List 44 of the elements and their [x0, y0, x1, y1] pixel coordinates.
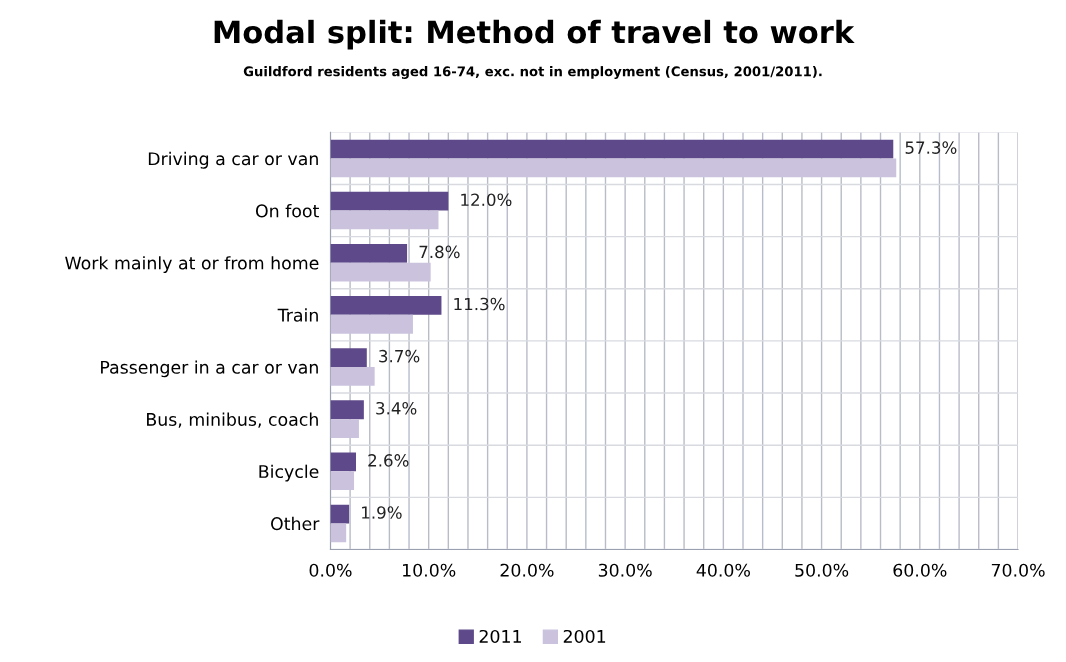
y-tick-label: Bicycle: [259, 464, 319, 482]
bar: [330, 314, 413, 334]
bar: [330, 348, 367, 367]
bar: [330, 296, 442, 315]
bar: [330, 504, 350, 524]
chart-subtitle: Guildford residents aged 16-74, exc. not in employment (Census, 2001/2011).: [243, 66, 822, 79]
data-label: 12.0%: [461, 193, 512, 207]
x-tick-label: 60.0%: [893, 563, 947, 577]
y-tick-label: Bus, minibus, coach: [147, 412, 318, 428]
y-tick-label: Other: [271, 516, 320, 531]
bar: [330, 243, 408, 263]
bar: [330, 367, 375, 386]
data-label: 7.8%: [419, 245, 460, 259]
x-tick-label: 0.0%: [309, 563, 352, 577]
bar: [330, 471, 355, 491]
bar: [330, 419, 359, 438]
legend-label: 2011: [479, 629, 521, 644]
bar: [330, 191, 449, 211]
x-tick-label: 30.0%: [598, 563, 652, 577]
bar: [330, 400, 364, 420]
data-label: 57.3%: [905, 141, 957, 154]
data-label: 2.6%: [368, 454, 409, 467]
y-tick-label: Passenger in a car or van: [101, 360, 318, 378]
bar: [330, 158, 897, 178]
x-tick-label: 50.0%: [795, 563, 849, 577]
data-label: 3.7%: [379, 349, 420, 363]
bar: [330, 139, 894, 159]
x-tick-label: 70.0%: [991, 563, 1045, 577]
legend-label: 2001: [563, 629, 606, 644]
data-label: 11.3%: [454, 297, 505, 311]
bar: [330, 523, 347, 543]
y-tick-label: On foot: [255, 204, 319, 218]
x-tick-label: 40.0%: [696, 563, 750, 577]
x-tick-label: 20.0%: [500, 563, 554, 577]
chart-title: Modal split: Method of travel to work: [214, 19, 855, 50]
bar: [330, 262, 431, 282]
data-label: 3.4%: [376, 401, 417, 415]
x-tick-label: 10.0%: [403, 563, 456, 577]
bar: [330, 452, 356, 472]
y-tick-label: Work mainly at or from home: [65, 256, 319, 273]
bar: [330, 210, 439, 230]
data-label: 1.9%: [362, 506, 402, 519]
y-tick-label: Driving a car or van: [148, 151, 318, 169]
y-tick-label: Train: [277, 308, 318, 322]
